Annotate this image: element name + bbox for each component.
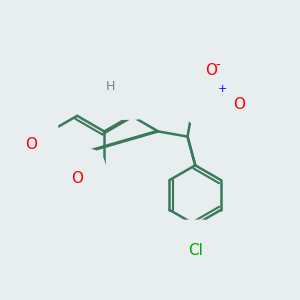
- Text: -: -: [215, 59, 220, 73]
- Text: +: +: [218, 84, 227, 94]
- Text: O: O: [71, 171, 83, 186]
- Text: N: N: [209, 86, 222, 104]
- Text: O: O: [205, 63, 217, 78]
- Text: O: O: [233, 97, 245, 112]
- Text: H: H: [106, 80, 115, 93]
- Text: O: O: [25, 136, 37, 152]
- Text: Cl: Cl: [188, 242, 203, 257]
- Text: O: O: [121, 82, 133, 97]
